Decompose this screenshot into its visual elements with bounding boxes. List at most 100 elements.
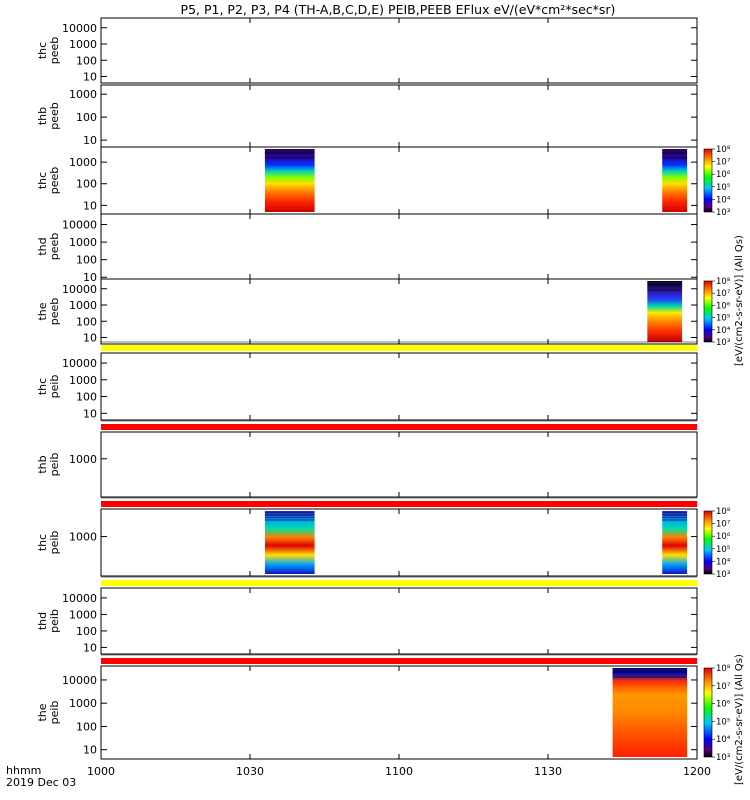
spectrum-block <box>264 511 315 574</box>
spectrum-block <box>662 511 688 574</box>
panel-label: thc <box>36 172 49 189</box>
panel-frame <box>100 508 698 577</box>
panel-frame <box>100 84 698 148</box>
y-tick-label: 100 <box>76 720 97 733</box>
panel-thc-peib2: thc peib 1000 10³ 10⁴ 10⁵ 10⁶ 10⁷ 10⁸ <box>36 497 731 580</box>
y-tick-label: 10 <box>83 271 97 284</box>
y-tick-label: 10000 <box>62 22 97 35</box>
colorbar-tick-label: 10⁸ <box>716 277 731 287</box>
colorbar-tick-label: 10⁸ <box>716 145 731 155</box>
spectrum-streak <box>647 284 683 286</box>
spectrum-streak <box>264 517 315 518</box>
y-tick-label: 1000 <box>69 531 97 544</box>
spectrum-streak <box>264 512 315 513</box>
panel-label: peib <box>48 531 61 555</box>
colorbar-tick-label: 10⁵ <box>716 314 730 324</box>
spectrum-streak <box>612 671 688 673</box>
y-tick-label: 1000 <box>69 608 97 621</box>
panel-thc-peeb: thc peeb 1000 100 10 10³ 10⁴ 10⁵ 10⁶ 10⁷ 10⁸ <box>36 145 731 218</box>
spectrum-streak <box>264 152 315 154</box>
spectrum-streak <box>662 519 688 521</box>
colorbar-tick-label: 10⁴ <box>716 326 731 336</box>
y-tick-label: 100 <box>76 178 97 191</box>
y-tick-label: 100 <box>76 54 97 67</box>
y-tick-label: 1000 <box>69 374 97 387</box>
panel-frame <box>100 352 698 421</box>
figure-title: P5, P1, P2, P3, P4 (TH-A,B,C,D,E) PEIB,P… <box>181 2 616 17</box>
colorbar <box>703 667 713 758</box>
panel-thb-peeb: thb peeb 1000 100 10 <box>36 84 698 148</box>
x-tick-label: 1200 <box>683 765 711 778</box>
quality-flag-bar <box>101 424 697 430</box>
panel-the-peib: the peib 10000 1000 100 10 10³ 10⁴ 10⁵ 10⁶ 10⁷ 10⁸ <box>36 654 731 763</box>
panel-label: peeb <box>48 167 61 195</box>
panel-label: thb <box>36 107 49 125</box>
colorbar-tick-label: 10³ <box>716 753 730 763</box>
panel-label: peib <box>48 453 61 477</box>
spectrum-streak <box>264 150 315 151</box>
spectrum-streak <box>264 157 315 159</box>
colorbar-tick-label: 10⁸ <box>716 664 731 674</box>
panel-frame <box>100 665 698 760</box>
panel-label: peib <box>48 701 61 725</box>
panel-label: peeb <box>48 298 61 326</box>
y-tick-label: 10000 <box>62 219 97 232</box>
panel-label: peeb <box>48 102 61 130</box>
colorbar <box>703 510 713 575</box>
spectrum-streak <box>264 519 315 521</box>
colorbar-tick-label: 10⁸ <box>716 507 731 517</box>
colorbar-tick-label: 10⁵ <box>716 545 730 555</box>
panel-label: peib <box>48 609 61 633</box>
spectrum-streak <box>264 155 315 156</box>
panel-label: the <box>36 302 49 320</box>
spectrum-streak <box>612 674 688 675</box>
colorbar-tick-label: 10³ <box>716 570 730 580</box>
panel-frame <box>100 431 698 498</box>
y-tick-label: 10000 <box>62 674 97 687</box>
colorbar-tick-label: 10⁶ <box>716 301 731 311</box>
y-tick-label: 1000 <box>69 299 97 312</box>
spectrum-streak <box>662 152 688 154</box>
time-axis-date: 2019 Dec 03 <box>6 776 76 789</box>
spectrum-block <box>647 281 683 342</box>
x-tick-label: 1030 <box>236 765 264 778</box>
time-axis-label: hhmm <box>6 764 41 777</box>
spectrum-block <box>662 149 688 212</box>
y-tick-label: 100 <box>76 625 97 638</box>
colorbar-label-upper: [eV/(cm2-s-sr-eV)] (All Qs) <box>734 235 745 366</box>
y-tick-label: 100 <box>76 391 97 404</box>
colorbar-tick-label: 10⁷ <box>716 520 731 530</box>
y-tick-label: 100 <box>76 254 97 267</box>
y-tick-label: 10 <box>83 744 97 757</box>
x-tick-label: 1130 <box>534 765 562 778</box>
panel-label: the <box>36 703 49 721</box>
colorbar-tick-label: 10⁵ <box>716 717 730 727</box>
colorbar-tick-label: 10⁶ <box>716 170 731 180</box>
spectrum-streak <box>612 676 688 678</box>
spectrum-streak <box>662 514 688 516</box>
y-tick-label: 1000 <box>69 697 97 710</box>
colorbar-tick-label: 10³ <box>716 208 730 218</box>
time-axis: hhmm 2019 Dec 03 1000 1030 1100 1130 1200 <box>6 764 711 789</box>
y-tick-label: 10 <box>83 134 97 147</box>
spectrum-streak <box>662 512 688 513</box>
panel-label: thc <box>36 42 49 59</box>
panel-label: peeb <box>48 233 61 261</box>
quality-flag-bar <box>101 658 697 664</box>
panel-frame <box>100 17 698 84</box>
spectrum-streak <box>662 157 688 159</box>
y-tick-label: 10 <box>83 332 97 345</box>
colorbar-tick-label: 10⁴ <box>716 195 731 205</box>
colorbar-tick-label: 10⁶ <box>716 700 731 710</box>
panel-label: thd <box>36 612 49 630</box>
y-tick-label: 10 <box>83 641 97 654</box>
colorbar-tick-label: 10⁷ <box>716 682 731 692</box>
x-tick-label: 1100 <box>385 765 413 778</box>
panel-label: peeb <box>48 37 61 65</box>
colorbar-tick-label: 10⁴ <box>716 557 731 567</box>
colorbar <box>703 148 713 213</box>
panel-frame <box>100 278 698 345</box>
